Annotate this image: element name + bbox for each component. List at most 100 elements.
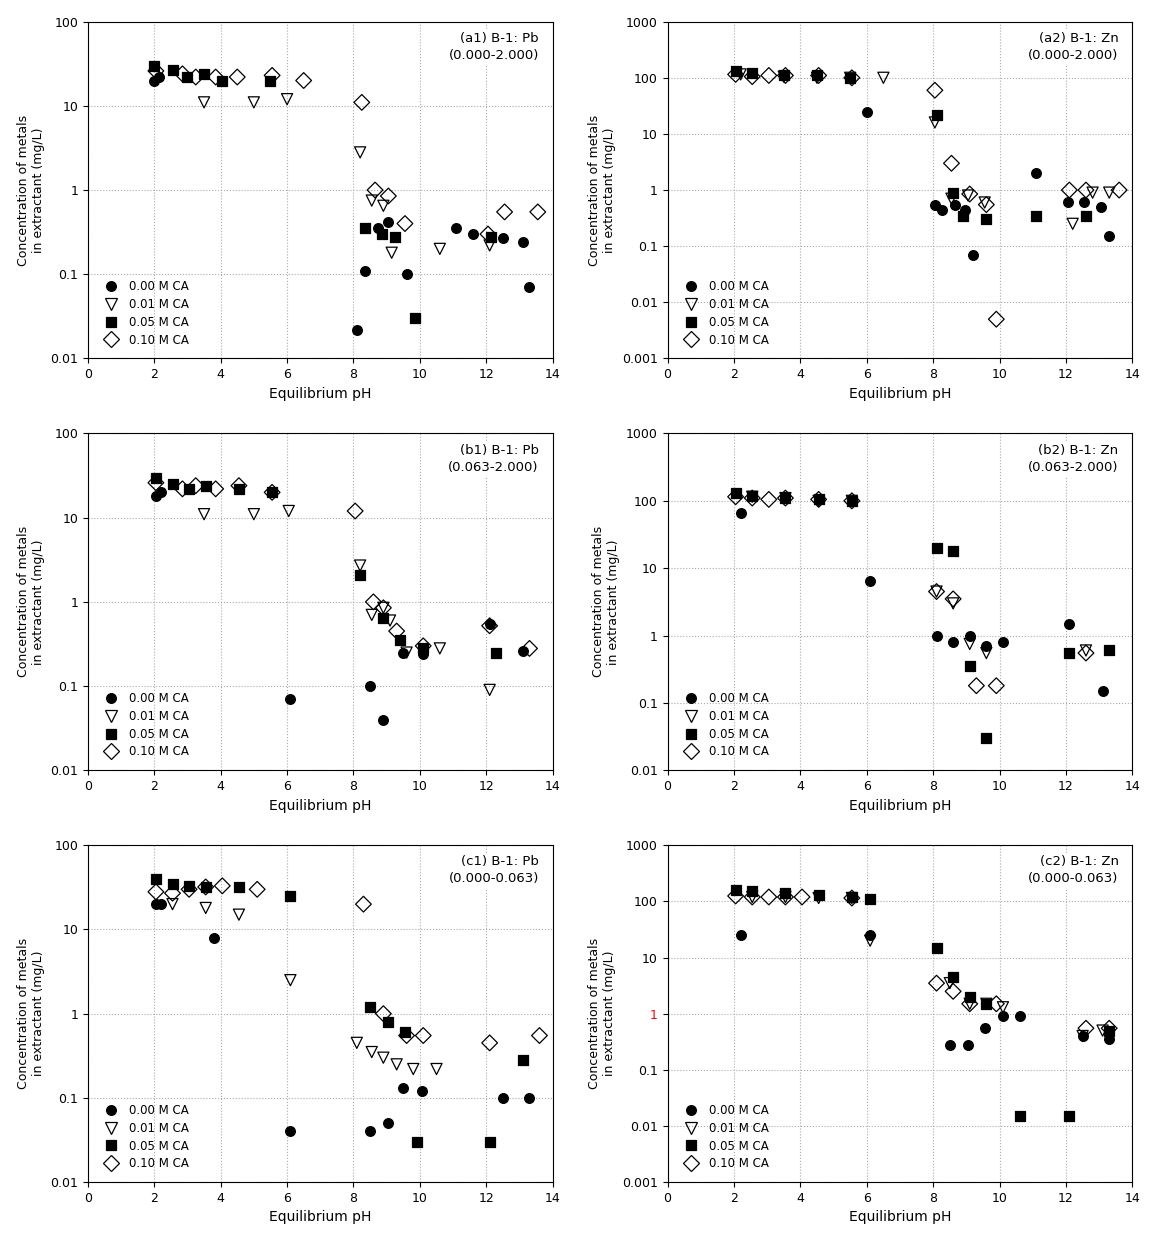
Point — [374, 1047, 392, 1067]
X-axis label: Equilibrium pH: Equilibrium pH — [849, 1210, 951, 1225]
Point — [942, 189, 960, 208]
Point — [727, 483, 745, 503]
Point — [953, 206, 972, 226]
Point — [430, 240, 449, 259]
X-axis label: Equilibrium pH: Equilibrium pH — [270, 387, 371, 401]
Y-axis label: Concentration of metals
in extractant (mg/L): Concentration of metals in extractant (m… — [16, 526, 45, 678]
Point — [248, 880, 266, 900]
Point — [464, 225, 482, 244]
Point — [186, 475, 205, 495]
Point — [145, 71, 163, 91]
Point — [743, 881, 761, 901]
Y-axis label: Concentration of metals
in extractant (mg/L): Concentration of metals in extractant (m… — [592, 526, 620, 678]
Point — [514, 1050, 532, 1070]
Point — [776, 66, 795, 86]
Point — [975, 192, 994, 212]
Point — [479, 225, 498, 244]
Point — [960, 184, 979, 204]
Point — [351, 565, 369, 585]
Point — [927, 582, 945, 602]
Point — [206, 479, 224, 499]
Point — [743, 67, 761, 87]
Point — [147, 869, 165, 889]
Point — [977, 643, 995, 663]
Point — [977, 994, 995, 1014]
Point — [152, 483, 170, 503]
Point — [1063, 213, 1082, 233]
Point — [808, 68, 826, 88]
Point — [351, 143, 369, 163]
Point — [731, 504, 750, 524]
Point — [1083, 182, 1101, 202]
Point — [228, 67, 246, 87]
Point — [743, 887, 761, 907]
Point — [926, 113, 944, 133]
Point — [174, 479, 192, 499]
Point — [229, 905, 248, 925]
Point — [1074, 1026, 1092, 1046]
Point — [205, 928, 223, 948]
Y-axis label: Concentration of metals
in extractant (mg/L): Concentration of metals in extractant (m… — [16, 938, 45, 1090]
Point — [994, 1006, 1012, 1026]
Point — [842, 68, 861, 88]
Point — [1059, 192, 1077, 212]
Point — [927, 938, 945, 958]
Point — [960, 994, 979, 1014]
Point — [194, 65, 213, 84]
Point — [743, 63, 761, 83]
Point — [369, 218, 388, 238]
Point — [147, 61, 165, 81]
Point — [514, 232, 532, 252]
Point — [944, 632, 963, 652]
Point — [760, 489, 779, 509]
Point — [857, 102, 876, 122]
Point — [727, 886, 745, 906]
Point — [743, 485, 761, 505]
Point — [374, 598, 392, 618]
Point — [842, 491, 861, 511]
Point — [987, 676, 1005, 696]
Point — [383, 243, 401, 263]
Point — [1077, 643, 1096, 663]
Point — [480, 616, 499, 635]
Point — [407, 1132, 426, 1152]
Point — [743, 488, 761, 508]
Point — [944, 541, 963, 561]
Point — [487, 643, 506, 663]
Point — [229, 479, 248, 499]
Point — [956, 200, 974, 220]
Point — [480, 236, 499, 256]
Text: (a2) B-1: Zn
(0.000-2.000): (a2) B-1: Zn (0.000-2.000) — [1029, 32, 1119, 62]
Point — [427, 1059, 445, 1078]
Point — [395, 643, 413, 663]
Point — [397, 264, 415, 284]
Point — [944, 593, 963, 613]
Point — [977, 728, 995, 748]
Point — [374, 608, 392, 628]
Point — [178, 67, 197, 87]
Point — [776, 887, 795, 907]
Point — [147, 486, 165, 506]
Point — [213, 71, 231, 91]
Point — [960, 634, 979, 654]
Point — [361, 1122, 379, 1142]
Point — [480, 614, 499, 634]
Point — [1060, 614, 1078, 634]
Point — [842, 491, 861, 511]
Point — [960, 625, 979, 645]
Legend: 0.00 M CA, 0.01 M CA, 0.05 M CA, 0.10 M CA: 0.00 M CA, 0.01 M CA, 0.05 M CA, 0.10 M … — [673, 274, 775, 352]
Point — [776, 887, 795, 907]
Point — [388, 1055, 406, 1075]
Point — [944, 182, 963, 202]
Point — [381, 611, 399, 630]
Point — [774, 66, 793, 86]
Point — [373, 225, 391, 244]
Point — [244, 504, 263, 524]
Point — [841, 68, 860, 88]
Point — [514, 642, 532, 661]
Point — [480, 1033, 499, 1052]
Point — [994, 632, 1012, 652]
Text: (b2) B-1: Zn
(0.063-2.000): (b2) B-1: Zn (0.063-2.000) — [1029, 443, 1119, 474]
Point — [374, 598, 392, 618]
Point — [944, 967, 963, 987]
